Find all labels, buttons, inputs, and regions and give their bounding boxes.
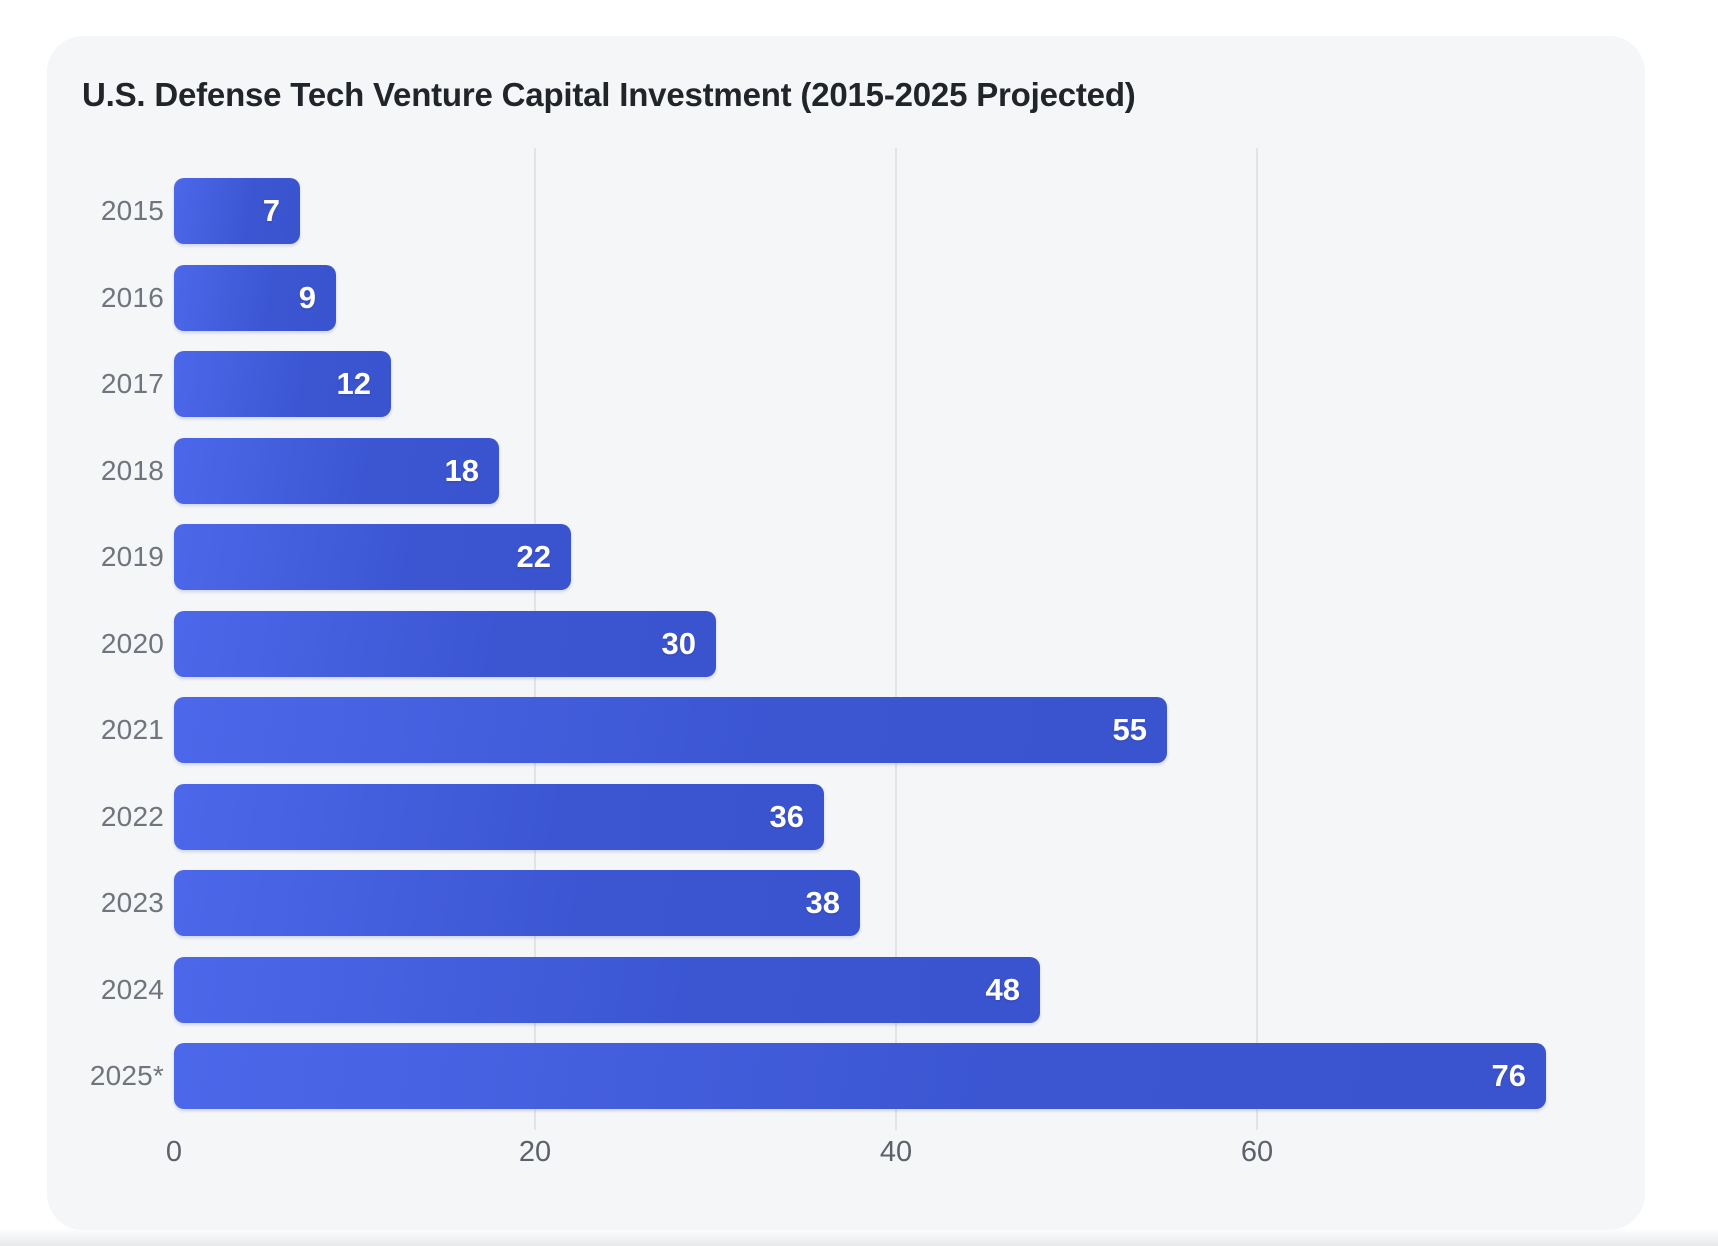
bar-row-2020: 2020 30	[47, 611, 1645, 677]
x-tick-label-20: 20	[518, 1136, 552, 1168]
bar-chart-plot-area: 2015 7 2016 9 2017 12 2018 18 2019 22 2020 30 2021 55…	[47, 36, 1645, 1230]
bar-2024: 48	[174, 957, 1040, 1023]
bar-row-2016: 2016 9	[47, 265, 1645, 331]
category-label-2017: 2017	[100, 368, 164, 399]
value-label-2017: 12	[336, 366, 371, 401]
value-label-2022: 36	[769, 799, 804, 834]
bar-2016: 9	[174, 265, 336, 331]
bar-2017: 12	[174, 351, 391, 417]
bar-2019: 22	[174, 524, 571, 590]
value-label-2016: 9	[298, 280, 316, 315]
category-label-2019: 2019	[100, 541, 164, 572]
value-label-2021: 55	[1112, 712, 1147, 747]
bar-row-2018: 2018 18	[47, 438, 1645, 504]
chart-card: U.S. Defense Tech Venture Capital Invest…	[47, 36, 1645, 1230]
category-label-2021: 2021	[100, 714, 164, 745]
category-label-2016: 2016	[100, 282, 164, 313]
bar-2018: 18	[174, 438, 499, 504]
value-label-2018: 18	[444, 453, 479, 488]
bar-row-2022: 2022 36	[47, 784, 1645, 850]
bar-row-2019: 2019 22	[47, 524, 1645, 590]
category-label-2022: 2022	[100, 801, 164, 832]
category-label-2015: 2015	[100, 195, 164, 226]
category-label-2023: 2023	[100, 887, 164, 918]
value-label-2019: 22	[516, 539, 551, 574]
chart-title: U.S. Defense Tech Venture Capital Invest…	[82, 76, 1136, 113]
bar-2023: 38	[174, 870, 860, 936]
x-tick-label-40: 40	[879, 1136, 913, 1168]
value-label-2024: 48	[985, 972, 1020, 1007]
category-label-2024: 2024	[100, 974, 164, 1005]
value-label-2015: 7	[262, 193, 280, 228]
value-label-2025: 76	[1491, 1058, 1526, 1093]
bar-row-2025: 2025* 76	[47, 1043, 1645, 1109]
x-tick-label-60: 60	[1240, 1136, 1274, 1168]
bar-2022: 36	[174, 784, 824, 850]
x-tick-label-0: 0	[165, 1136, 183, 1168]
bar-2020: 30	[174, 611, 716, 677]
bar-row-2021: 2021 55	[47, 697, 1645, 763]
category-label-2018: 2018	[100, 455, 164, 486]
gridline-60	[1256, 148, 1258, 1130]
value-label-2020: 30	[661, 626, 696, 661]
bar-2021: 55	[174, 697, 1167, 763]
category-label-2025: 2025*	[89, 1060, 164, 1091]
value-label-2023: 38	[805, 885, 840, 920]
bar-row-2017: 2017 12	[47, 351, 1645, 417]
category-label-2020: 2020	[100, 628, 164, 659]
bar-row-2024: 2024 48	[47, 957, 1645, 1023]
bar-2015: 7	[174, 178, 300, 244]
gridline-40	[895, 148, 897, 1130]
page-bottom-fade	[0, 1228, 1718, 1246]
bar-row-2015: 2015 7	[47, 178, 1645, 244]
bar-row-2023: 2023 38	[47, 870, 1645, 936]
bar-2025: 76	[174, 1043, 1546, 1109]
